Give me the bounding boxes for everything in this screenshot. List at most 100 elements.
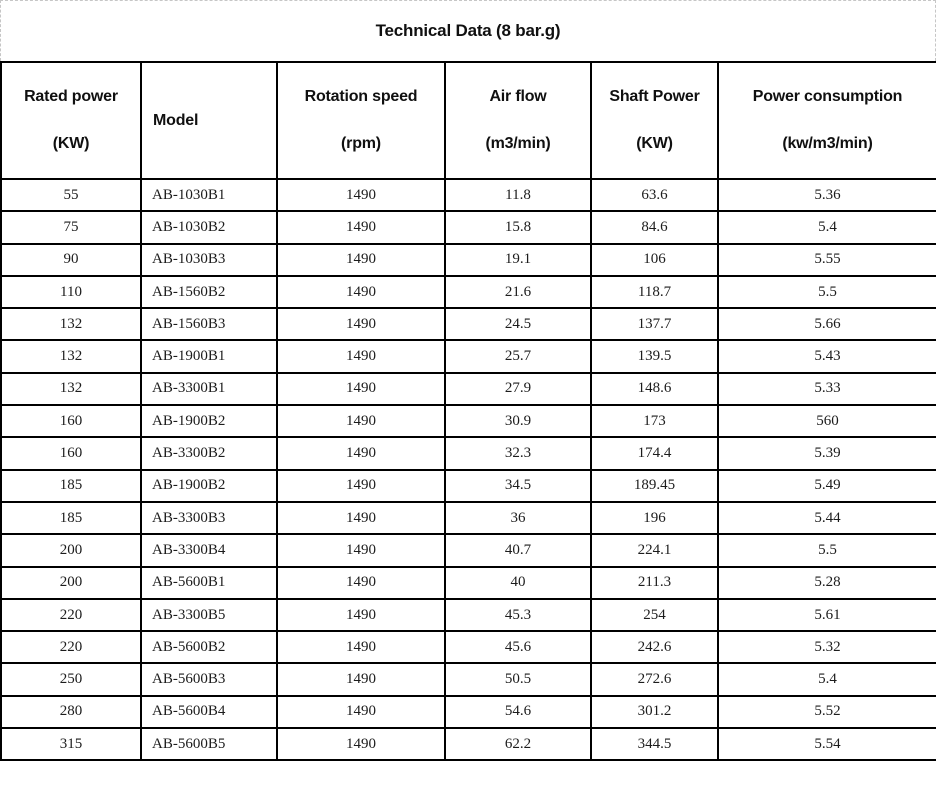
value-cell: 200 [0,565,142,600]
value-cell: 19.1 [444,242,592,277]
value-cell: 5.36 [717,177,936,213]
table-row: 200 AB-3300B4 1490 40.7 224.1 5.5 [0,533,936,568]
table-row: 160 AB-1900B2 1490 30.9 173 560 [0,404,936,439]
model-cell: AB-1560B3 [140,307,278,342]
model-cell: AB-5600B1 [140,565,278,600]
table-row: 220 AB-5600B2 1490 45.6 242.6 5.32 [0,630,936,665]
value-cell: 1490 [276,694,446,730]
column-header-label: Model [153,111,199,129]
column-header-unit: (KW) [636,135,673,153]
value-cell: 1490 [276,242,446,277]
column-header-label: Power consumption [752,87,903,105]
value-cell: 211.3 [590,565,719,600]
value-cell: 1490 [276,274,446,310]
column-header-unit: (kw/m3/min) [782,135,873,153]
value-cell: 84.6 [590,210,719,245]
value-cell: 1490 [276,339,446,374]
value-cell: 254 [590,597,719,633]
value-cell: 63.6 [590,177,719,213]
value-cell: 50.5 [444,662,592,697]
column-header-unit: (m3/min) [485,135,551,153]
value-cell: 185 [0,500,142,536]
model-cell: AB-1030B3 [140,242,278,277]
column-header-label: Rated power [24,87,118,105]
value-cell: 250 [0,662,142,697]
value-cell: 5.49 [717,468,936,503]
table-row: 220 AB-3300B5 1490 45.3 254 5.61 [0,597,936,633]
column-header-label: Rotation speed [304,87,418,105]
value-cell: 30.9 [444,404,592,439]
header-row: Rated power (KW) Model Rotation speed (rpm) A… [0,61,936,180]
column-header: Air flow (m3/min) [444,61,592,180]
value-cell: 40 [444,565,592,600]
value-cell: 196 [590,500,719,536]
value-cell: 200 [0,533,142,568]
value-cell: 5.61 [717,597,936,633]
value-cell: 1490 [276,468,446,503]
value-cell: 272.6 [590,662,719,697]
value-cell: 1490 [276,404,446,439]
value-cell: 106 [590,242,719,277]
value-cell: 560 [717,404,936,439]
column-header-unit: (rpm) [341,135,381,153]
value-cell: 5.52 [717,694,936,730]
table-row: 132 AB-1560B3 1490 24.5 137.7 5.66 [0,307,936,342]
value-cell: 301.2 [590,694,719,730]
value-cell: 137.7 [590,307,719,342]
value-cell: 1490 [276,371,446,407]
column-header: Shaft Power (KW) [590,61,719,180]
model-cell: AB-1560B2 [140,274,278,310]
value-cell: 280 [0,694,142,730]
value-cell: 160 [0,436,142,471]
technical-data-table: Rated power (KW) Model Rotation speed (rpm) A… [0,61,936,762]
value-cell: 5.32 [717,630,936,665]
value-cell: 90 [0,242,142,277]
value-cell: 5.4 [717,210,936,245]
column-header-unit: (KW) [52,135,90,153]
value-cell: 118.7 [590,274,719,310]
table-row: 315 AB-5600B5 1490 62.2 344.5 5.54 [0,727,936,762]
column-header: Power consumption (kw/m3/min) [717,61,936,180]
model-cell: AB-1900B1 [140,339,278,374]
value-cell: 40.7 [444,533,592,568]
table-row: 250 AB-5600B3 1490 50.5 272.6 5.4 [0,662,936,697]
value-cell: 21.6 [444,274,592,310]
value-cell: 55 [0,177,142,213]
value-cell: 1490 [276,307,446,342]
value-cell: 36 [444,500,592,536]
model-cell: AB-1900B2 [140,404,278,439]
model-cell: AB-5600B5 [140,727,278,762]
table-row: 132 AB-3300B1 1490 27.9 148.6 5.33 [0,371,936,407]
value-cell: 5.5 [717,533,936,568]
column-header: Model [140,61,278,180]
value-cell: 174.4 [590,436,719,471]
value-cell: 1490 [276,177,446,213]
value-cell: 45.6 [444,630,592,665]
value-cell: 173 [590,404,719,439]
value-cell: 11.8 [444,177,592,213]
value-cell: 185 [0,468,142,503]
value-cell: 5.66 [717,307,936,342]
value-cell: 5.54 [717,727,936,762]
table-row: 160 AB-3300B2 1490 32.3 174.4 5.39 [0,436,936,471]
table-row: 185 AB-3300B3 1490 36 196 5.44 [0,500,936,536]
table-title-band: Technical Data (8 bar.g) [0,0,936,61]
value-cell: 54.6 [444,694,592,730]
value-cell: 1490 [276,727,446,762]
value-cell: 139.5 [590,339,719,374]
value-cell: 224.1 [590,533,719,568]
table-row: 75 AB-1030B2 1490 15.8 84.6 5.4 [0,210,936,245]
value-cell: 32.3 [444,436,592,471]
model-cell: AB-3300B2 [140,436,278,471]
value-cell: 220 [0,597,142,633]
value-cell: 1490 [276,436,446,471]
value-cell: 132 [0,339,142,374]
value-cell: 75 [0,210,142,245]
model-cell: AB-3300B3 [140,500,278,536]
value-cell: 5.55 [717,242,936,277]
value-cell: 27.9 [444,371,592,407]
value-cell: 5.4 [717,662,936,697]
value-cell: 132 [0,371,142,407]
value-cell: 15.8 [444,210,592,245]
